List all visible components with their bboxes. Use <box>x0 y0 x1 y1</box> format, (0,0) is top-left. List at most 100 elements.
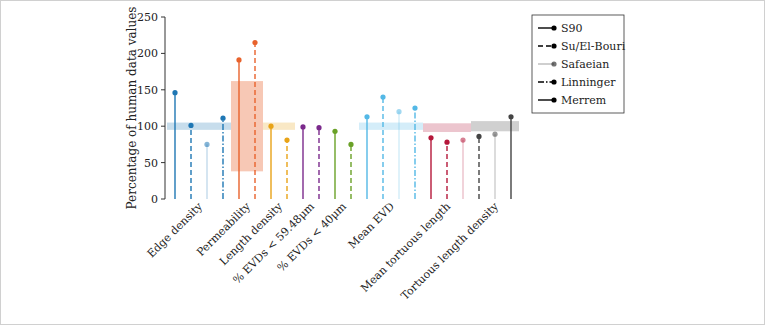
stem-line <box>399 112 400 199</box>
x-tick-label: Mean EVD <box>346 200 398 252</box>
stem-line <box>270 126 271 199</box>
stem-line <box>478 136 479 199</box>
stem <box>268 124 273 199</box>
legend: S90 Su/El-Bouri Safaeian Linninger Merrem <box>532 15 626 113</box>
reference-band <box>231 81 263 171</box>
stem-marker <box>332 129 337 134</box>
legend-label: Safaeian <box>561 58 609 71</box>
stem-line <box>286 140 287 199</box>
y-tick <box>161 199 165 200</box>
legend-label: Su/El-Bouri <box>561 40 626 53</box>
stem-line <box>495 134 496 199</box>
stem <box>188 123 193 199</box>
stem <box>444 140 449 199</box>
stem <box>332 129 337 199</box>
stem-marker <box>252 40 257 45</box>
stem <box>204 142 209 199</box>
stem-marker <box>348 142 353 147</box>
stem-marker <box>300 124 305 129</box>
stem-line <box>222 118 223 199</box>
stem-line <box>510 117 511 199</box>
stem-marker <box>188 123 193 128</box>
y-tick <box>161 89 165 90</box>
reference-band <box>167 123 231 130</box>
legend-label: Linninger <box>561 76 616 89</box>
stem-marker <box>204 142 209 147</box>
stem <box>396 109 401 199</box>
stem <box>220 116 225 199</box>
stem-line <box>318 128 319 199</box>
reference-band <box>359 123 423 130</box>
legend-marker <box>551 25 556 30</box>
stem-line <box>190 125 191 199</box>
y-tick-label: 250 <box>137 11 158 24</box>
stem <box>300 124 305 199</box>
stem <box>508 114 513 199</box>
stem <box>284 137 289 199</box>
legend-label: S90 <box>561 22 583 35</box>
stem-marker <box>236 57 241 62</box>
stem <box>172 90 177 199</box>
stem-marker <box>380 94 385 99</box>
x-tick-label: Permeability <box>194 199 254 259</box>
stem <box>492 132 497 199</box>
chart: 050100150200250Percentage of human data … <box>0 0 765 325</box>
y-tick-label: 150 <box>137 84 158 97</box>
y-axis-label: Percentage of human data values <box>125 7 139 210</box>
stem-line <box>174 93 175 199</box>
stem-line <box>254 42 255 199</box>
stem-marker <box>172 90 177 95</box>
stem <box>460 137 465 199</box>
x-tick-label: Mean tortuous length <box>358 200 453 295</box>
stem <box>252 40 257 199</box>
legend-marker <box>551 79 556 84</box>
reference-band <box>263 123 295 130</box>
stem-line <box>238 60 239 199</box>
y-tick <box>161 162 165 163</box>
y-tick-label: 0 <box>151 193 158 206</box>
y-tick-label: 200 <box>137 47 158 60</box>
stem-marker <box>412 105 417 110</box>
stem-marker <box>444 140 449 145</box>
stem-marker <box>428 135 433 140</box>
stem-line <box>334 131 335 199</box>
x-tick-label: % EVDs < 40μm <box>275 200 350 275</box>
y-tick <box>161 17 165 18</box>
stem-marker <box>492 132 497 137</box>
legend-marker <box>551 61 556 66</box>
stem-line <box>430 138 431 199</box>
stem <box>476 134 481 199</box>
stem-line <box>207 144 208 199</box>
plot-area <box>167 40 519 199</box>
stem-line <box>446 142 447 199</box>
stem-marker <box>476 134 481 139</box>
stem-marker <box>364 114 369 119</box>
legend-marker <box>551 43 556 48</box>
legend-label: Merrem <box>561 94 607 107</box>
stem-marker <box>284 137 289 142</box>
stem-marker <box>460 137 465 142</box>
stem-marker <box>316 125 321 130</box>
stem-marker <box>508 114 513 119</box>
y-axis <box>165 17 166 199</box>
y-tick <box>161 53 165 54</box>
legend-box <box>532 15 624 113</box>
stem-line <box>302 127 303 199</box>
stem-marker <box>268 124 273 129</box>
stem-line <box>414 108 415 199</box>
stem <box>364 114 369 199</box>
stem-marker <box>396 109 401 114</box>
stem <box>380 94 385 199</box>
stem <box>428 135 433 199</box>
stem-marker <box>220 116 225 121</box>
y-tick-label: 100 <box>137 120 158 133</box>
stem-line <box>350 144 351 199</box>
stem <box>316 125 321 199</box>
legend-marker <box>551 97 556 102</box>
reference-band <box>471 121 519 131</box>
stem <box>236 57 241 199</box>
reference-band <box>423 123 471 132</box>
stem <box>348 142 353 199</box>
x-tick-label: Tortuous length density <box>398 199 501 302</box>
stem-line <box>463 140 464 199</box>
